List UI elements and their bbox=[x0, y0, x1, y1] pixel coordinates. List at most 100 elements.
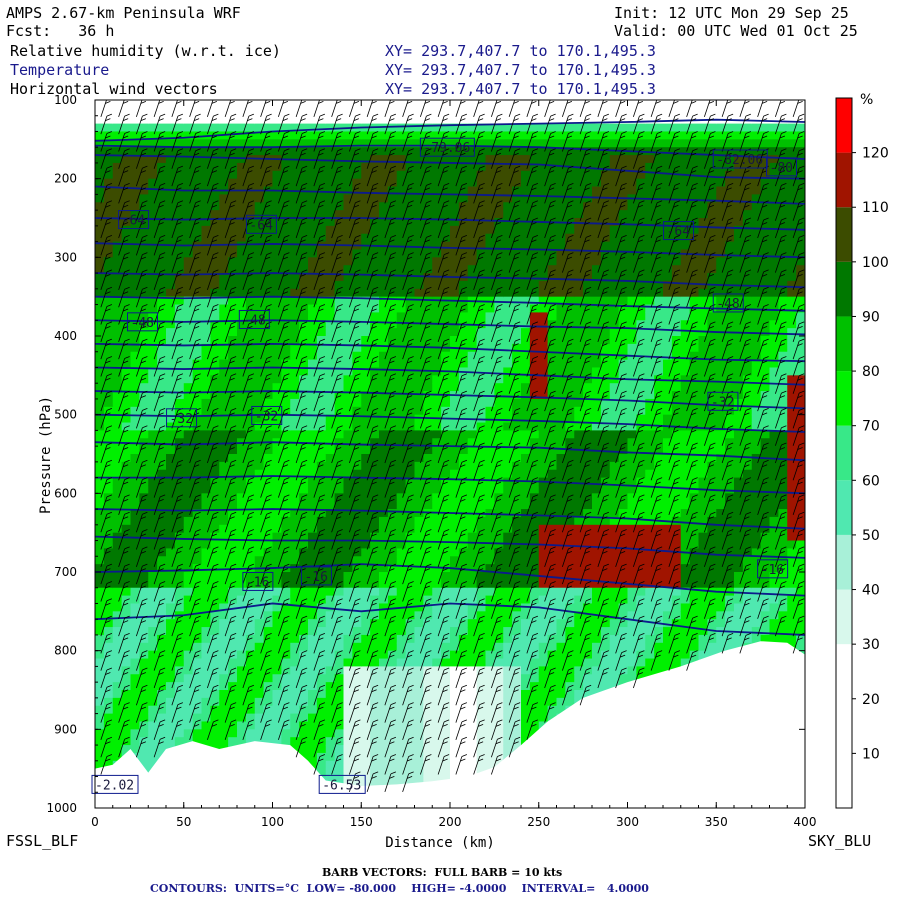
rh-cell bbox=[529, 430, 540, 439]
rh-cell bbox=[148, 564, 158, 573]
rh-cell bbox=[396, 249, 407, 258]
rh-cell bbox=[387, 438, 398, 447]
rh-cell bbox=[148, 288, 158, 298]
rh-cell bbox=[112, 100, 123, 109]
rh-cell bbox=[556, 162, 566, 172]
rh-cell bbox=[95, 690, 105, 699]
rh-cell bbox=[476, 178, 487, 188]
rh-cell bbox=[201, 398, 211, 408]
rh-cell bbox=[263, 280, 274, 290]
rh-cell bbox=[325, 155, 336, 164]
rh-cell bbox=[565, 430, 575, 439]
rh-cell bbox=[166, 225, 176, 235]
rh-cell bbox=[316, 461, 327, 471]
rh-cell bbox=[441, 375, 451, 384]
rh-cell bbox=[210, 548, 220, 557]
rh-cell bbox=[441, 461, 451, 471]
rh-cell bbox=[432, 186, 442, 195]
rh-cell bbox=[281, 524, 291, 534]
rh-cell bbox=[325, 312, 336, 321]
rh-cell bbox=[538, 100, 549, 109]
rh-cell bbox=[423, 658, 433, 667]
rh-cell bbox=[174, 320, 185, 329]
rh-cell bbox=[139, 729, 149, 738]
rh-cell bbox=[166, 406, 176, 416]
rh-cell bbox=[494, 548, 504, 557]
rh-cell bbox=[441, 619, 451, 628]
rh-cell bbox=[556, 210, 566, 219]
rh-cell bbox=[192, 477, 203, 487]
rh-cell bbox=[192, 619, 203, 628]
rh-cell bbox=[192, 139, 203, 148]
rh-cell bbox=[299, 100, 309, 109]
rh-cell bbox=[503, 532, 513, 542]
rh-cell bbox=[121, 170, 132, 180]
rh-cell bbox=[316, 107, 327, 117]
rh-cell bbox=[148, 328, 158, 337]
rh-cell bbox=[290, 682, 300, 691]
rh-cell bbox=[547, 139, 558, 148]
rh-cell bbox=[272, 210, 282, 219]
rh-cell bbox=[441, 218, 451, 227]
rh-cell bbox=[130, 595, 140, 605]
rh-cell bbox=[148, 705, 158, 715]
rh-cell bbox=[316, 690, 327, 699]
rh-cell bbox=[538, 383, 549, 392]
rh-cell bbox=[352, 603, 362, 612]
rh-cell bbox=[370, 257, 380, 266]
rh-cell bbox=[95, 288, 105, 298]
rh-cell bbox=[396, 477, 407, 487]
rh-cell bbox=[405, 320, 416, 329]
rh-cell bbox=[281, 454, 291, 463]
rh-cell bbox=[574, 367, 584, 376]
rh-cell bbox=[192, 642, 203, 652]
field-xy-temperature: XY= 293.7,407.7 to 170.1,495.3 bbox=[385, 61, 656, 79]
rh-cell bbox=[157, 619, 167, 628]
rh-cell bbox=[432, 359, 442, 369]
rh-cell bbox=[219, 107, 229, 117]
rh-cell bbox=[423, 170, 433, 180]
rh-cell bbox=[299, 446, 309, 455]
rh-cell bbox=[299, 469, 309, 479]
rh-cell bbox=[290, 194, 300, 203]
rh-cell bbox=[556, 587, 566, 597]
rh-cell bbox=[432, 532, 442, 542]
rh-cell bbox=[387, 320, 398, 329]
rh-cell bbox=[423, 225, 433, 235]
rh-cell bbox=[263, 540, 274, 549]
rh-cell bbox=[503, 155, 513, 164]
rh-cell bbox=[379, 147, 389, 156]
rh-cell bbox=[95, 139, 105, 148]
rh-cell bbox=[219, 100, 229, 109]
rh-cell bbox=[308, 359, 318, 369]
rh-cell bbox=[237, 147, 247, 156]
rh-cell bbox=[245, 619, 256, 628]
rh-cell bbox=[263, 611, 274, 620]
rh-cell bbox=[290, 642, 300, 652]
rh-cell bbox=[219, 524, 229, 534]
rh-cell bbox=[219, 721, 229, 730]
rh-cell bbox=[130, 745, 140, 754]
rh-cell bbox=[228, 454, 238, 463]
rh-cell bbox=[405, 155, 416, 164]
rh-cell bbox=[237, 233, 247, 243]
rh-cell bbox=[121, 312, 132, 321]
rh-cell bbox=[308, 446, 318, 455]
rh-cell bbox=[494, 233, 504, 243]
rh-cell bbox=[325, 564, 336, 573]
rh-cell bbox=[308, 100, 318, 109]
rh-cell bbox=[529, 186, 540, 195]
rh-cell bbox=[503, 359, 513, 369]
rh-cell bbox=[272, 328, 282, 337]
rh-cell bbox=[130, 697, 140, 707]
rh-cell bbox=[245, 674, 256, 683]
rh-cell bbox=[441, 170, 451, 180]
rh-cell bbox=[219, 430, 229, 439]
rh-cell bbox=[361, 375, 371, 384]
rh-cell bbox=[183, 123, 194, 133]
rh-cell bbox=[343, 634, 353, 644]
rh-cell bbox=[441, 398, 451, 408]
rh-cell bbox=[405, 100, 416, 109]
rh-cell bbox=[174, 273, 185, 282]
rh-cell bbox=[387, 186, 398, 195]
